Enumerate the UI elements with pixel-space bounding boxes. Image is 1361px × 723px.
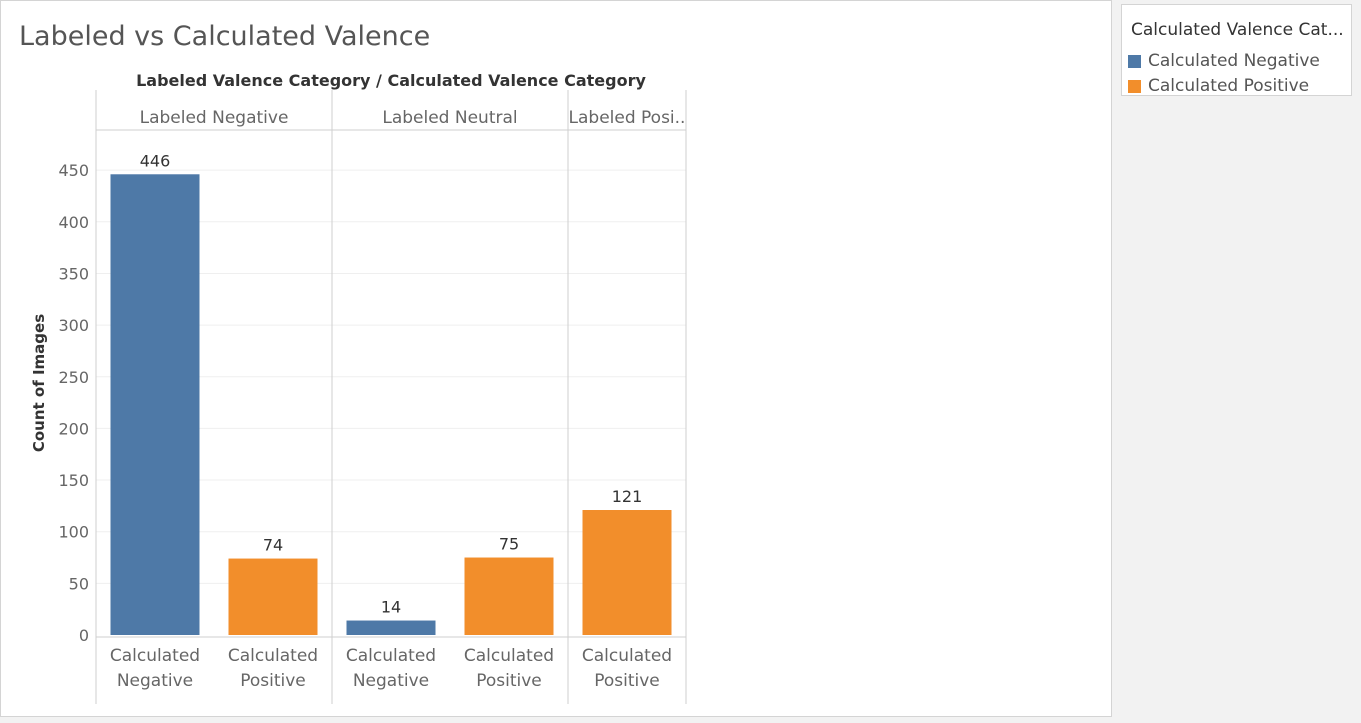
legend-swatch-positive — [1128, 80, 1141, 93]
x-tick-label: Positive — [476, 671, 542, 691]
legend-label: Calculated Positive — [1148, 76, 1310, 96]
chart-title: Labeled vs Calculated Valence — [19, 21, 431, 52]
x-tick-label: Negative — [117, 671, 193, 691]
y-tick-label: 250 — [58, 368, 89, 387]
bar — [110, 174, 200, 636]
worksheet: Labeled vs Calculated Valence Labeled Va… — [0, 0, 1112, 717]
x-tick-label: Positive — [240, 671, 306, 691]
x-tick-label: Negative — [353, 671, 429, 691]
y-tick-label: 450 — [58, 161, 89, 180]
group-header-label: Labeled Posi.. — [569, 108, 686, 128]
y-tick-label: 400 — [58, 213, 89, 232]
bar-value-label: 14 — [381, 598, 401, 617]
x-tick-label: Calculated — [582, 646, 672, 666]
bar — [346, 620, 436, 635]
x-tick-label: Calculated — [228, 646, 318, 666]
bar — [228, 558, 318, 635]
column-header-title: Labeled Valence Category / Calculated Va… — [136, 71, 646, 90]
y-tick-label: 150 — [58, 471, 89, 490]
x-tick-label: Calculated — [464, 646, 554, 666]
y-tick-label: 200 — [58, 419, 89, 438]
x-tick-label: Positive — [594, 671, 660, 691]
color-legend[interactable]: Calculated Valence Cat... Calculated Neg… — [1121, 4, 1352, 96]
y-tick-label: 300 — [58, 316, 89, 335]
bar-value-label: 75 — [499, 535, 519, 554]
y-tick-label: 50 — [69, 574, 89, 593]
legend-title: Calculated Valence Cat... — [1131, 20, 1344, 40]
bar — [582, 510, 672, 635]
y-axis-label: Count of Images — [30, 314, 48, 452]
bar-chart: Labeled Valence Category / Calculated Va… — [30, 71, 687, 704]
x-tick-label: Calculated — [346, 646, 436, 666]
legend-label: Calculated Negative — [1148, 51, 1320, 71]
bar-value-label: 121 — [612, 487, 643, 506]
legend-swatch-negative — [1128, 55, 1141, 68]
group-header-label: Labeled Negative — [140, 108, 289, 128]
group-header-label: Labeled Neutral — [382, 108, 517, 128]
x-tick-label: Calculated — [110, 646, 200, 666]
y-tick-label: 100 — [58, 523, 89, 542]
y-tick-label: 0 — [79, 626, 89, 645]
bar-value-label: 74 — [263, 536, 283, 555]
bar — [464, 557, 554, 635]
bar-value-label: 446 — [140, 151, 171, 170]
y-tick-label: 350 — [58, 264, 89, 283]
